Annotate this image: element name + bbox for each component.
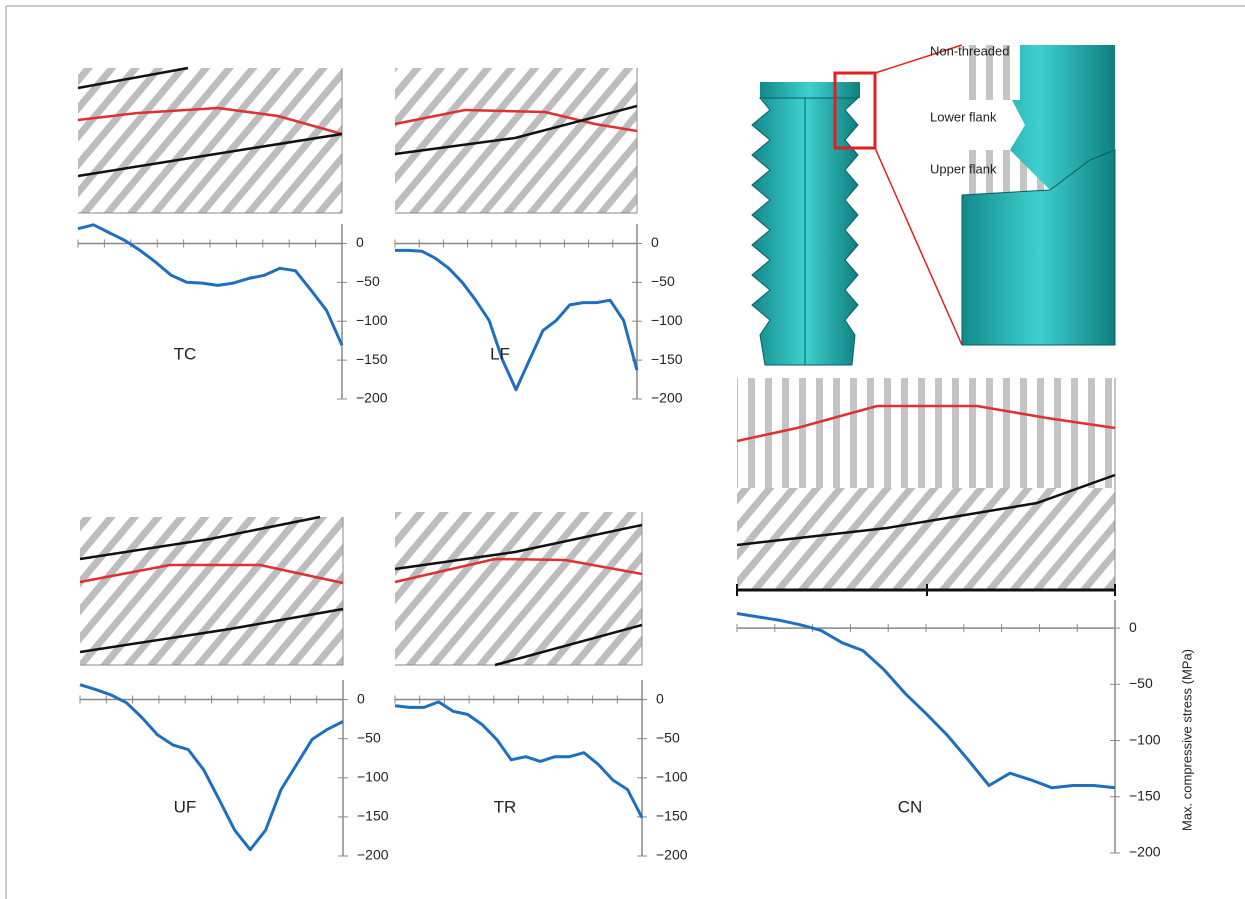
- y-tick-label: −200: [656, 847, 688, 863]
- y-tick-label: 0: [356, 234, 364, 250]
- y-tick-label: −100: [357, 768, 389, 784]
- chart-label: TC: [174, 344, 197, 363]
- stress-curve: [395, 702, 642, 818]
- stress-curve: [80, 685, 343, 850]
- y-tick-label: −200: [356, 390, 388, 406]
- hatch: [395, 512, 642, 665]
- chart-label: UF: [174, 797, 197, 816]
- annotation: Upper flank: [930, 161, 997, 176]
- stress-curve: [737, 614, 1115, 788]
- y-tick-label: −150: [656, 808, 688, 824]
- y-tick-label: 0: [1129, 619, 1137, 635]
- y-tick-label: 0: [357, 690, 365, 706]
- y-tick-label: −150: [357, 808, 389, 824]
- y-tick-label: 0: [651, 234, 659, 250]
- chart-label: TR: [494, 797, 517, 816]
- y-tick-label: −100: [651, 312, 683, 328]
- y-tick-label: −50: [356, 273, 380, 289]
- annotation: Non-threaded: [930, 43, 1010, 58]
- y-tick-label: −50: [651, 273, 675, 289]
- hatch: [395, 68, 637, 213]
- chart-label: CN: [898, 797, 923, 816]
- y-tick-label: −150: [1129, 787, 1161, 803]
- implant: Non-threaded Lower flank Upper flank: [752, 43, 1115, 365]
- figure: Non-threaded Lower flank Upper flank 0 −5…: [0, 0, 1245, 899]
- y-tick-label: −150: [356, 351, 388, 367]
- schematics: [78, 68, 1115, 665]
- y-tick-label: −200: [357, 847, 389, 863]
- y-tick-label: −50: [357, 729, 381, 745]
- y-tick-label: −50: [656, 729, 680, 745]
- y-axis-label: Max. compressive stress (MPa): [1179, 649, 1194, 831]
- y-tick-label: −100: [356, 312, 388, 328]
- y-tick-label: −150: [651, 351, 683, 367]
- stress-curve: [395, 250, 637, 389]
- y-tick-label: −200: [1129, 844, 1161, 860]
- y-tick-label: −100: [656, 768, 688, 784]
- chart-label: LF: [490, 344, 510, 363]
- y-tick-label: −100: [1129, 731, 1161, 747]
- y-tick-label: −200: [651, 390, 683, 406]
- y-tick-label: 0: [656, 690, 664, 706]
- annotation: Lower flank: [930, 109, 997, 124]
- y-tick-label: −50: [1129, 675, 1153, 691]
